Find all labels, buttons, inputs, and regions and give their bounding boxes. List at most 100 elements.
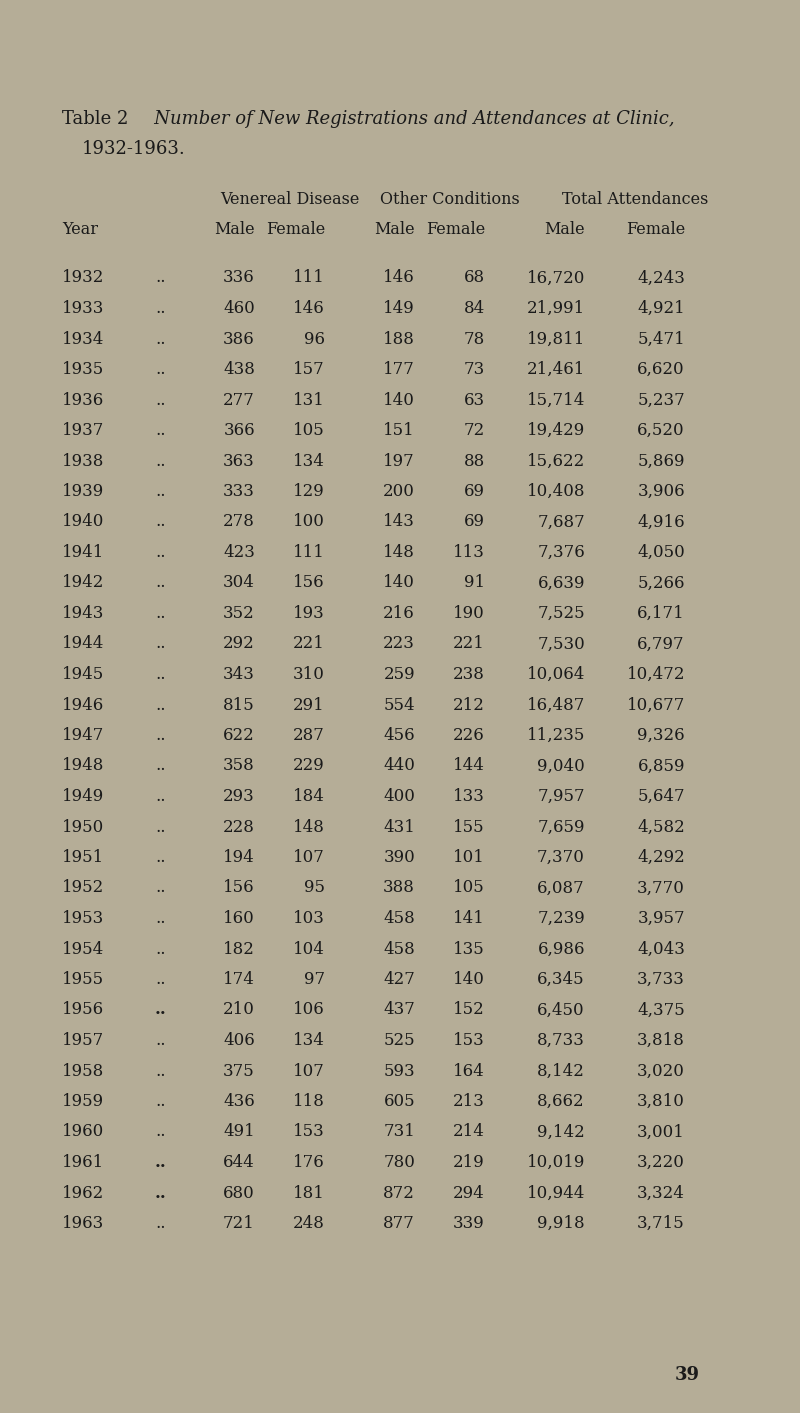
Text: 78: 78: [464, 331, 485, 348]
Text: 118: 118: [293, 1094, 325, 1111]
Text: 277: 277: [223, 391, 255, 408]
Text: 101: 101: [453, 849, 485, 866]
Text: ..: ..: [155, 879, 166, 896]
Text: 1940: 1940: [62, 513, 104, 530]
Text: 174: 174: [223, 971, 255, 988]
Text: 84: 84: [464, 300, 485, 317]
Text: 3,906: 3,906: [638, 483, 685, 500]
Text: 238: 238: [453, 666, 485, 682]
Text: 156: 156: [223, 879, 255, 896]
Text: 292: 292: [223, 636, 255, 653]
Text: 88: 88: [464, 452, 485, 469]
Text: 1933: 1933: [62, 300, 104, 317]
Text: 310: 310: [293, 666, 325, 682]
Text: 210: 210: [223, 1002, 255, 1019]
Text: 339: 339: [454, 1215, 485, 1232]
Text: 1944: 1944: [62, 636, 104, 653]
Text: 73: 73: [464, 360, 485, 379]
Text: 3,770: 3,770: [637, 879, 685, 896]
Text: ..: ..: [155, 849, 166, 866]
Text: ..: ..: [155, 636, 166, 653]
Text: 6,345: 6,345: [538, 971, 585, 988]
Text: 148: 148: [383, 544, 415, 561]
Text: 877: 877: [383, 1215, 415, 1232]
Text: 68: 68: [464, 270, 485, 287]
Text: 525: 525: [383, 1031, 415, 1048]
Text: 164: 164: [454, 1063, 485, 1080]
Text: 680: 680: [223, 1184, 255, 1201]
Text: 153: 153: [454, 1031, 485, 1048]
Text: ..: ..: [155, 1123, 166, 1140]
Text: ..: ..: [155, 391, 166, 408]
Text: 1961: 1961: [62, 1154, 104, 1171]
Text: 437: 437: [383, 1002, 415, 1019]
Text: 182: 182: [223, 941, 255, 958]
Text: 4,043: 4,043: [637, 941, 685, 958]
Text: ..: ..: [155, 575, 166, 592]
Text: 375: 375: [223, 1063, 255, 1080]
Text: 3,220: 3,220: [637, 1154, 685, 1171]
Text: 1959: 1959: [62, 1094, 104, 1111]
Text: 1939: 1939: [62, 483, 104, 500]
Text: 1948: 1948: [62, 757, 104, 774]
Text: 10,408: 10,408: [526, 483, 585, 500]
Text: 181: 181: [293, 1184, 325, 1201]
Text: 7,239: 7,239: [538, 910, 585, 927]
Text: 1952: 1952: [62, 879, 104, 896]
Text: 226: 226: [454, 728, 485, 745]
Text: 1953: 1953: [62, 910, 104, 927]
Text: 423: 423: [223, 544, 255, 561]
Text: 228: 228: [223, 818, 255, 835]
Text: 151: 151: [383, 422, 415, 439]
Text: 406: 406: [223, 1031, 255, 1048]
Text: 1942: 1942: [62, 575, 104, 592]
Text: ..: ..: [155, 513, 166, 530]
Text: 554: 554: [383, 697, 415, 714]
Text: Male: Male: [374, 220, 415, 237]
Text: 491: 491: [223, 1123, 255, 1140]
Text: 293: 293: [223, 788, 255, 805]
Text: 212: 212: [453, 697, 485, 714]
Text: 197: 197: [383, 452, 415, 469]
Text: 593: 593: [383, 1063, 415, 1080]
Text: 146: 146: [383, 270, 415, 287]
Text: 177: 177: [383, 360, 415, 379]
Text: 5,869: 5,869: [638, 452, 685, 469]
Text: 291: 291: [294, 697, 325, 714]
Text: ..: ..: [155, 300, 166, 317]
Text: 1946: 1946: [62, 697, 104, 714]
Text: 352: 352: [223, 605, 255, 622]
Text: 104: 104: [293, 941, 325, 958]
Text: 216: 216: [383, 605, 415, 622]
Text: 731: 731: [383, 1123, 415, 1140]
Text: 7,530: 7,530: [538, 636, 585, 653]
Text: 7,957: 7,957: [538, 788, 585, 805]
Text: 456: 456: [383, 728, 415, 745]
Text: 438: 438: [223, 360, 255, 379]
Text: 7,376: 7,376: [538, 544, 585, 561]
Text: 213: 213: [453, 1094, 485, 1111]
Text: 160: 160: [223, 910, 255, 927]
Text: 9,326: 9,326: [638, 728, 685, 745]
Text: 5,647: 5,647: [638, 788, 685, 805]
Text: 287: 287: [293, 728, 325, 745]
Text: 622: 622: [223, 728, 255, 745]
Text: ..: ..: [155, 757, 166, 774]
Text: 431: 431: [383, 818, 415, 835]
Text: 1937: 1937: [62, 422, 104, 439]
Text: 3,324: 3,324: [637, 1184, 685, 1201]
Text: 3,733: 3,733: [637, 971, 685, 988]
Text: 8,733: 8,733: [537, 1031, 585, 1048]
Text: 135: 135: [454, 941, 485, 958]
Text: 400: 400: [383, 788, 415, 805]
Text: ..: ..: [155, 1031, 166, 1048]
Text: 200: 200: [383, 483, 415, 500]
Text: 4,582: 4,582: [638, 818, 685, 835]
Text: 148: 148: [293, 818, 325, 835]
Text: 1954: 1954: [62, 941, 104, 958]
Text: ..: ..: [155, 1154, 166, 1171]
Text: 7,687: 7,687: [538, 513, 585, 530]
Text: 21,461: 21,461: [526, 360, 585, 379]
Text: 1957: 1957: [62, 1031, 104, 1048]
Text: 10,019: 10,019: [526, 1154, 585, 1171]
